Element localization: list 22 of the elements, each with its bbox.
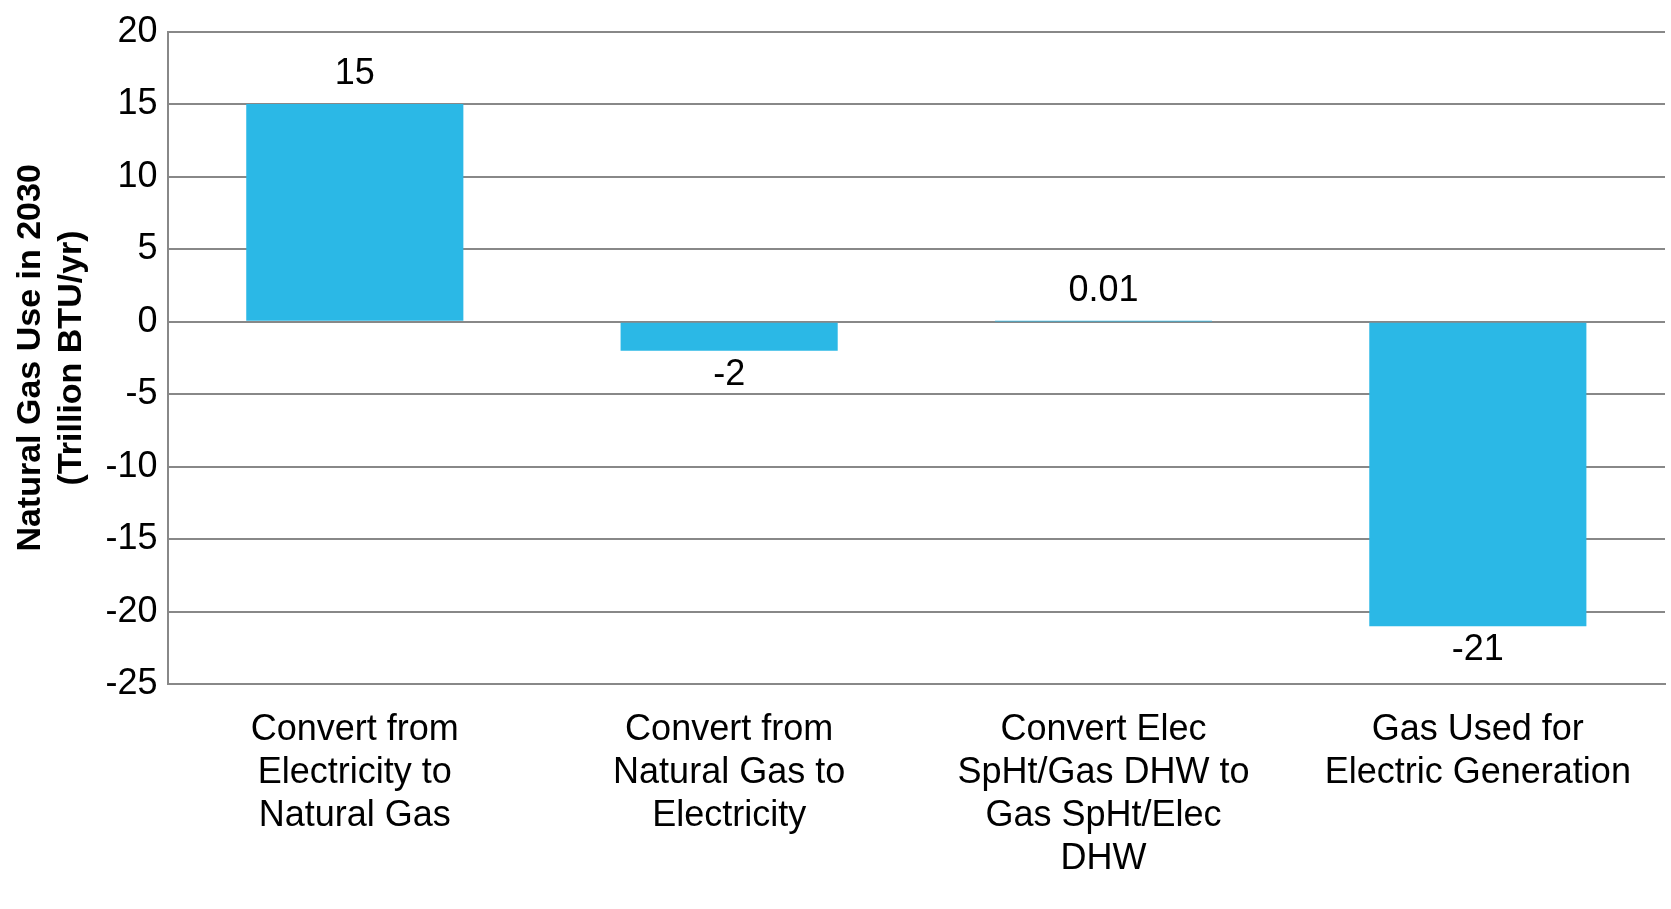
bar bbox=[620, 322, 838, 351]
y-tick-label: 10 bbox=[117, 153, 158, 195]
y-tick-label: -5 bbox=[125, 371, 158, 413]
x-tick-label: Convert Elec SpHt/Gas DHW to Gas SpHt/Elec DHW bbox=[957, 706, 1250, 878]
y-tick-label: -10 bbox=[105, 443, 158, 485]
bar bbox=[1369, 322, 1587, 627]
y-tick-label: -25 bbox=[105, 661, 158, 703]
data-label: 15 bbox=[334, 51, 375, 93]
x-tick-label: Convert from Natural Gas to Electricity bbox=[613, 706, 846, 835]
data-label: -21 bbox=[1451, 627, 1504, 669]
bar bbox=[246, 104, 464, 321]
y-tick-label: 5 bbox=[137, 226, 158, 268]
y-tick-label: 15 bbox=[117, 81, 158, 123]
x-tick-label: Gas Used for Electric Generation bbox=[1324, 706, 1631, 791]
y-tick-label: 20 bbox=[117, 8, 158, 50]
x-tick-label: Convert from Electricity to Natural Gas bbox=[250, 706, 459, 835]
data-label: 0.01 bbox=[1068, 268, 1139, 310]
y-tick-label: -15 bbox=[105, 516, 158, 558]
data-label: -2 bbox=[713, 351, 746, 393]
y-tick-label: -20 bbox=[105, 588, 158, 630]
y-axis-title: Natural Gas Use in 2030 (Trillion BTU/yr) bbox=[8, 164, 88, 552]
y-tick-label: 0 bbox=[137, 298, 158, 340]
